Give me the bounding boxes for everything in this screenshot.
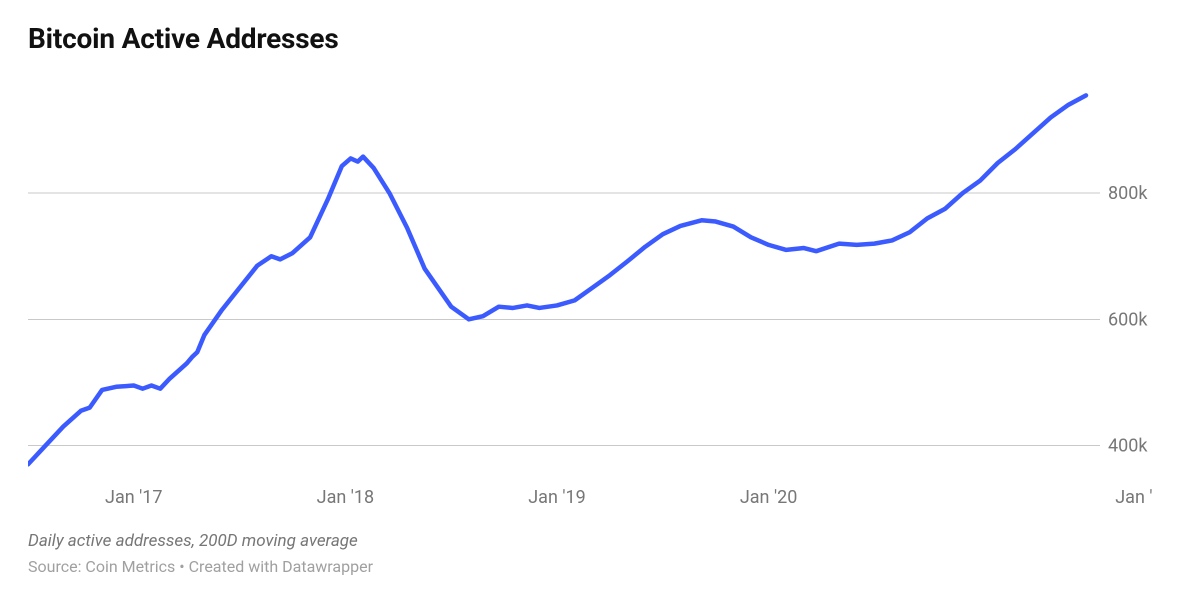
- chart-title: Bitcoin Active Addresses: [28, 22, 1152, 55]
- series-line: [28, 95, 1086, 464]
- x-tick-label: Jan '18: [317, 487, 375, 508]
- x-tick-label: Jan '21: [1115, 487, 1152, 508]
- y-tick-label: 400k: [1108, 435, 1148, 456]
- x-tick-label: Jan '17: [105, 487, 163, 508]
- y-tick-label: 800k: [1108, 183, 1148, 204]
- chart-source: Source: Coin Metrics • Created with Data…: [28, 557, 1152, 576]
- x-tick-label: Jan '19: [528, 487, 586, 508]
- x-tick-label: Jan '20: [740, 487, 798, 508]
- y-tick-label: 600k: [1108, 309, 1148, 330]
- chart-plot: 400k 600k 800k Jan '17 Jan '18 Jan '19 Jan '20…: [28, 67, 1152, 517]
- chart-footnote: Daily active addresses, 200D moving aver…: [28, 531, 1152, 551]
